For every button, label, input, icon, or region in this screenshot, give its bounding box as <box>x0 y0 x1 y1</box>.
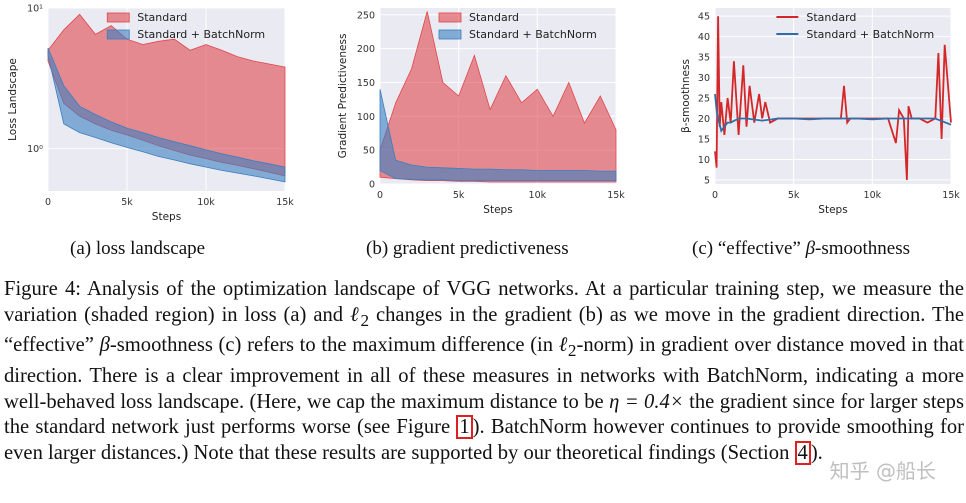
x-tick-label: 5k <box>121 197 133 208</box>
legend-swatch-0 <box>438 12 462 23</box>
y-tick-label: 45 <box>698 12 710 23</box>
y-tick-label: 10¹ <box>27 4 43 15</box>
legend-label-1: Standard + BatchNorm <box>137 28 265 41</box>
x-tick-label: 15k <box>276 197 294 208</box>
x-tick-label: 10k <box>864 190 882 201</box>
legend-label-1: Standard + BatchNorm <box>469 28 597 41</box>
series-band-1 <box>379 89 617 182</box>
subcaption-c-beta: β <box>805 238 816 259</box>
loss-landscape-chart: 0 5k 10k 15k 10⁰ 10¹ Steps Loss Landscape Standa… <box>7 4 294 224</box>
y-tick-label: 5 <box>704 175 710 186</box>
x-tick-label: 0 <box>377 190 383 201</box>
caption-part-1: Figure 4: Analysis of the optimization l… <box>4 278 964 326</box>
y-tick-label: 35 <box>698 53 710 64</box>
figure-1-link[interactable]: 1 <box>456 415 473 440</box>
subcaption-b: (b) gradient predictiveness <box>366 238 569 259</box>
subcaption-c-post: -smoothness <box>815 238 911 259</box>
watermark-text: 知乎 @船长 <box>829 459 936 483</box>
caption-part-7: ). <box>810 441 823 464</box>
caption-ell: ℓ <box>350 303 361 326</box>
panel-loss-landscape: 0 5k 10k 15k 10⁰ 10¹ Steps Loss Landscape Standa… <box>0 0 300 225</box>
caption-ell-2: ℓ <box>558 334 568 357</box>
legend-label-0: Standard <box>469 11 519 24</box>
subcaption-c-pre: (c) “effective” <box>692 238 801 259</box>
panel-gradient-predictiveness: 0 5k 10k 15k 0 50 100 150 200 250 Steps Gradient Pr… <box>320 0 640 225</box>
y-tick-label: 250 <box>357 10 375 21</box>
figure-caption: Figure 4: Analysis of the optimization l… <box>4 277 964 466</box>
caption-part-3: -smoothness (c) refers to the maximum di… <box>109 334 559 357</box>
y-tick-label: 0 <box>369 180 375 191</box>
x-tick-label: 0 <box>45 197 51 208</box>
caption-beta: β <box>99 334 110 357</box>
y-tick-label: 40 <box>698 32 710 43</box>
caption-eta: η = 0.4× <box>609 390 684 413</box>
x-tick-label: 15k <box>942 190 960 201</box>
y-tick-label: 20 <box>698 114 710 125</box>
subcaption-c: (c) “effective” β-smoothness <box>692 238 910 260</box>
series-band-1 <box>47 47 286 183</box>
x-tick-label: 15k <box>607 190 625 201</box>
gradient-predictiveness-chart: 0 5k 10k 15k 0 50 100 150 200 250 Steps Gradient Pr… <box>337 8 625 216</box>
y-tick-label: 10⁰ <box>27 144 43 155</box>
caption-sub-2: 2 <box>567 341 577 361</box>
y-axis-label: Gradient Predictiveness <box>337 34 349 159</box>
y-axis-label: β-smoothness <box>680 59 692 133</box>
y-tick-label: 100 <box>357 112 375 123</box>
y-tick-label: 150 <box>357 78 375 89</box>
legend-label-0: Standard <box>806 11 856 24</box>
section-4-link[interactable]: 4 <box>794 440 811 465</box>
x-tick-label: 0 <box>712 190 718 201</box>
caption-part-6: ). BatchNorm however continues to provid… <box>4 416 964 464</box>
y-tick-label: 25 <box>698 94 710 105</box>
x-tick-label: 5k <box>788 190 800 201</box>
y-tick-label: 15 <box>698 134 710 145</box>
y-tick-label: 10 <box>698 155 710 166</box>
y-tick-label: 200 <box>357 44 375 55</box>
series-line-1 <box>714 93 952 133</box>
series-band-0 <box>379 11 617 183</box>
legend-swatch-1 <box>438 29 462 40</box>
x-tick-label: 10k <box>529 190 547 201</box>
x-axis-label: Steps <box>818 204 847 216</box>
x-tick-label: 10k <box>197 197 215 208</box>
y-tick-label: 30 <box>698 73 710 84</box>
y-axis-label: Loss Landscape <box>7 58 19 141</box>
x-axis-label: Steps <box>483 204 512 216</box>
legend-label-1: Standard + BatchNorm <box>806 28 934 41</box>
caption-part-4: -norm) in gradient over distance moved i… <box>4 334 965 413</box>
caption-sub: 2 <box>360 310 370 330</box>
x-tick-label: 5k <box>453 190 465 201</box>
beta-smoothness-chart: 0 5k 10k 15k 5 10 15 20 25 30 35 40 45 Steps β-smoothn… <box>680 8 960 216</box>
legend-swatch-0 <box>106 12 130 23</box>
y-tick-label: 50 <box>363 146 375 157</box>
plot-background <box>715 8 951 184</box>
subcaption-a: (a) loss landscape <box>70 238 206 259</box>
x-axis-label: Steps <box>152 211 181 223</box>
legend-label-0: Standard <box>137 11 187 24</box>
caption-part-5: the gradient since for larger steps the … <box>4 390 964 439</box>
panel-beta-smoothness: 0 5k 10k 15k 5 10 15 20 25 30 35 40 45 Steps β-smoothn… <box>660 0 966 225</box>
legend-swatch-1 <box>106 29 130 40</box>
caption-part-2: changes in the gradient (b) as we move i… <box>4 303 965 357</box>
